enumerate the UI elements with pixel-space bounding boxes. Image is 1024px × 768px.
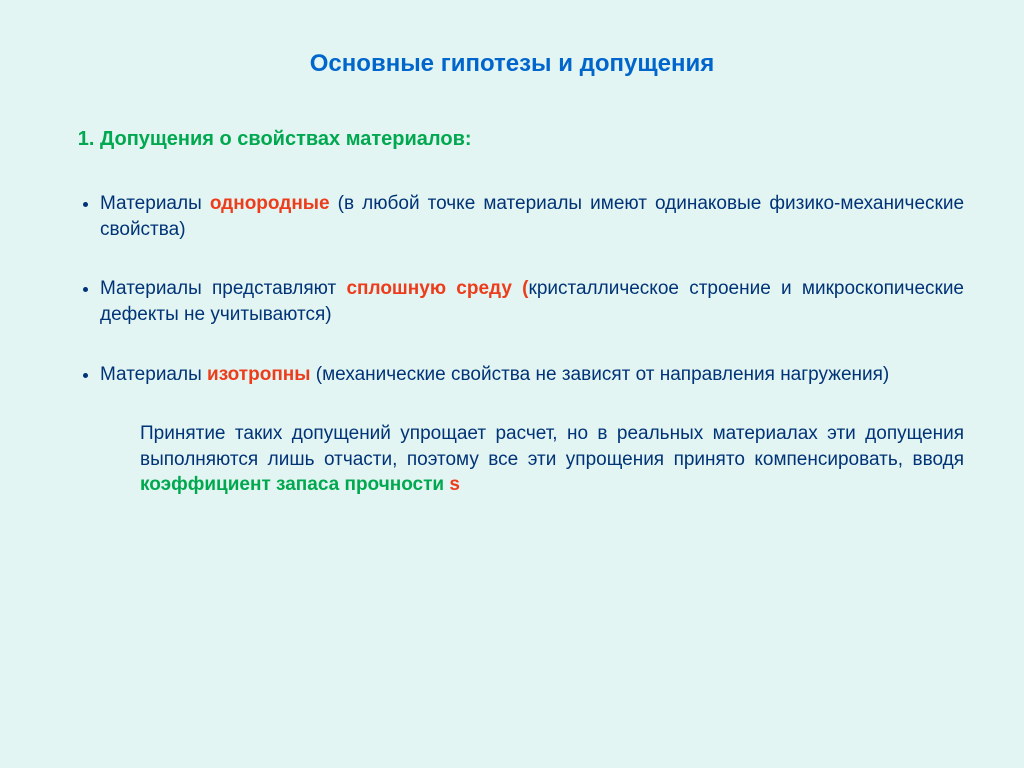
paragraph-highlight-red: s — [449, 474, 460, 495]
slide-title: Основные гипотезы и допущения — [60, 50, 964, 78]
bullet-item: Материалы однородные (в любой точке мате… — [100, 191, 964, 242]
bullet-text-pre: Материалы — [100, 193, 210, 214]
section-item: Допущения о свойствах материалов: — [100, 128, 964, 151]
section-list: Допущения о свойствах материалов: — [60, 128, 964, 151]
bullet-highlight: изотропны — [207, 364, 310, 385]
paragraph-highlight-green: коэффициент запаса прочности — [140, 474, 449, 495]
bullet-text-pre: Материалы — [100, 364, 207, 385]
bullet-item: Материалы представляют сплошную среду (к… — [100, 276, 964, 327]
slide: Основные гипотезы и допущения Допущения … — [0, 0, 1024, 768]
bullet-text-post: (механические свойства не зависят от нап… — [311, 364, 890, 385]
bullet-highlight: однородные — [210, 193, 330, 214]
section-heading: Допущения о свойствах материалов: — [100, 128, 964, 151]
bullet-text-pre: Материалы представляют — [100, 278, 346, 299]
paragraph-text: Принятие таких допущений упрощает расчет… — [140, 423, 964, 470]
bullet-item: Материалы изотропны (механические свойст… — [100, 362, 964, 388]
closing-paragraph: Принятие таких допущений упрощает расчет… — [100, 421, 964, 498]
bullet-list: Материалы однородные (в любой точке мате… — [60, 191, 964, 387]
bullet-paren-open: ( — [512, 278, 529, 299]
bullet-highlight: сплошную среду — [346, 278, 511, 299]
